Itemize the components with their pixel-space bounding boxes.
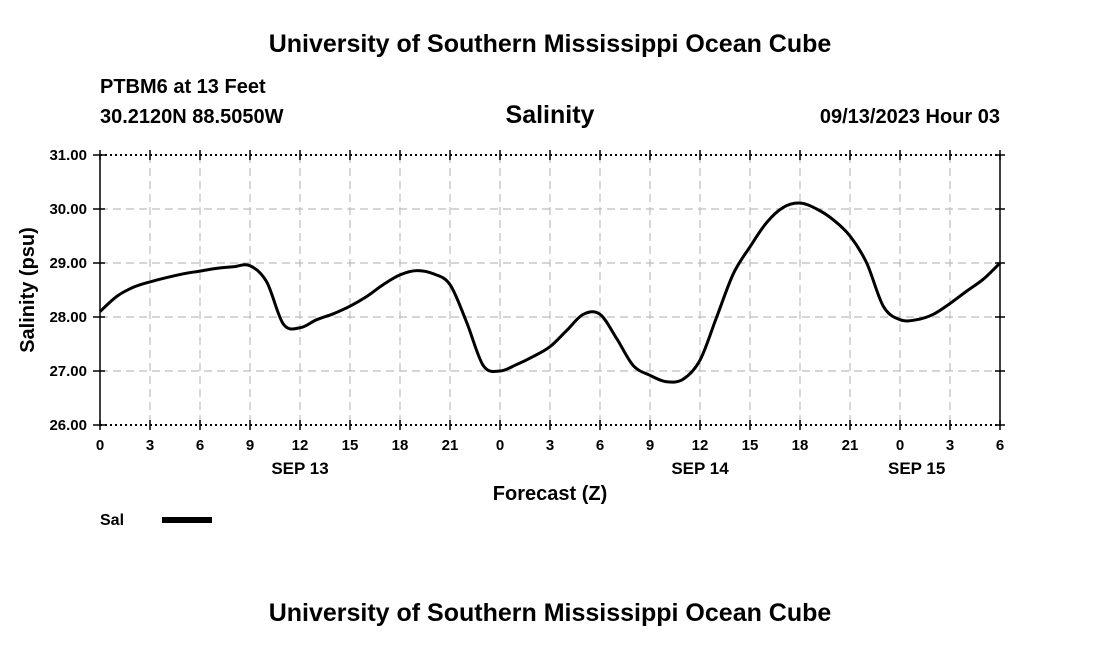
series-line-sal xyxy=(98,201,1002,384)
series xyxy=(98,201,1002,384)
legend: Sal xyxy=(100,512,212,529)
station-label: PTBM6 at 13 Feet xyxy=(100,76,266,98)
x-tick-label: 12 xyxy=(692,437,709,454)
x-tick-label: 6 xyxy=(596,437,604,454)
footer-title: University of Southern Mississippi Ocean… xyxy=(268,599,832,627)
x-tick-label: 6 xyxy=(996,437,1004,454)
x-tick-label: 0 xyxy=(496,437,504,454)
timestamp-label: 09/13/2023 Hour 03 xyxy=(819,106,1000,128)
x-tick-label: 0 xyxy=(896,437,904,454)
y-axis-title: Salinity (psu) xyxy=(17,227,39,353)
y-tick-label: 26.00 xyxy=(49,417,87,434)
x-axis-title: Forecast (Z) xyxy=(493,483,607,505)
day-label: SEP 14 xyxy=(671,459,729,478)
x-tick-label: 3 xyxy=(146,437,154,454)
x-tick-label: 15 xyxy=(342,437,359,454)
x-tick-label: 18 xyxy=(792,437,809,454)
x-tick-label: 12 xyxy=(292,437,309,454)
x-tick-label: 6 xyxy=(196,437,204,454)
y-tick-label: 31.00 xyxy=(49,147,87,164)
grid xyxy=(100,155,1000,425)
y-tick-label: 30.00 xyxy=(49,201,87,218)
coordinates-label: 30.2120N 88.5050W xyxy=(100,106,284,128)
y-tick-label: 27.00 xyxy=(49,363,87,380)
x-tick-label: 21 xyxy=(842,437,859,454)
x-tick-label: 3 xyxy=(546,437,554,454)
legend-label: Sal xyxy=(100,512,124,529)
x-tick-label: 15 xyxy=(742,437,759,454)
x-tick-label: 18 xyxy=(392,437,409,454)
y-tick-label: 29.00 xyxy=(49,255,87,272)
x-tick-label: 9 xyxy=(246,437,254,454)
x-tick-label: 21 xyxy=(442,437,459,454)
ticks: 0 3 6 9 12 15 18 21 0 3 6 9 12 15 18 21 0 3 6 26.00 27.00 28.… xyxy=(17,147,1005,505)
x-tick-label: 9 xyxy=(646,437,654,454)
x-tick-label: 0 xyxy=(96,437,104,454)
day-label: SEP 13 xyxy=(271,459,328,478)
day-label: SEP 15 xyxy=(888,459,945,478)
x-tick-label: 3 xyxy=(946,437,954,454)
chart-title: Salinity xyxy=(505,101,595,129)
page-title: University of Southern Mississippi Ocean… xyxy=(268,30,832,58)
y-tick-label: 28.00 xyxy=(49,309,87,326)
